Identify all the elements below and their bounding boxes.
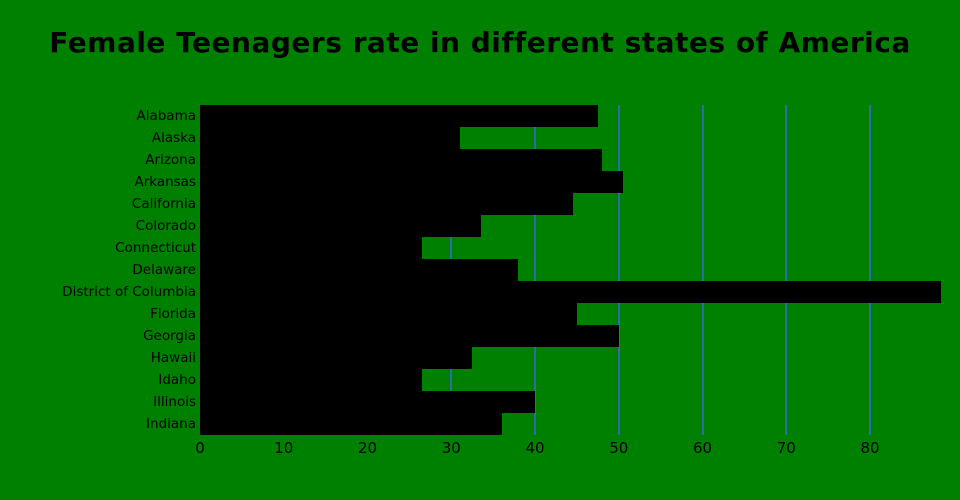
bar-hawaii: [200, 347, 473, 369]
y-tick-label: Alaska: [151, 130, 196, 146]
x-tick-label: 10: [274, 439, 294, 457]
bar-illinois: [200, 391, 535, 413]
y-tick-label: Delaware: [132, 262, 196, 278]
bar-district-of-columbia: [200, 281, 942, 303]
bar-california: [200, 193, 573, 215]
bar-connecticut: [200, 237, 422, 259]
bar-arizona: [200, 149, 602, 171]
x-tick-label: 30: [441, 439, 461, 457]
gridline: [617, 105, 620, 435]
x-tick-label: 50: [609, 439, 629, 457]
bar-florida: [200, 303, 577, 325]
y-tick-label: Georgia: [143, 328, 196, 344]
y-tick-label: Illinois: [153, 394, 196, 410]
y-tick-label: Connecticut: [115, 240, 196, 256]
y-tick-label: Colorado: [135, 218, 196, 234]
gridline: [534, 105, 536, 435]
y-tick-label: Idaho: [158, 372, 196, 388]
y-tick-label: Alabama: [136, 108, 196, 124]
y-tick-label: Arkansas: [134, 174, 196, 190]
bar-arkansas: [200, 171, 623, 193]
x-tick-label: 20: [357, 439, 378, 457]
y-tick-label: Hawaii: [150, 350, 196, 366]
x-tick-label: 0: [195, 439, 205, 457]
bar-alabama: [200, 105, 598, 127]
gridline: [869, 105, 871, 435]
bar-colorado: [200, 215, 481, 237]
bar-georgia: [200, 325, 619, 347]
y-tick-label: Indiana: [146, 416, 196, 432]
x-tick-label: 60: [692, 439, 713, 457]
y-tick-label: District of Columbia: [62, 284, 196, 300]
y-tick-label: Arizona: [145, 152, 196, 168]
y-tick-label: California: [131, 196, 196, 212]
bar-alaska: [200, 127, 460, 149]
gridline: [785, 105, 788, 435]
chart-title: Female Teenagers rate in different state…: [49, 26, 911, 59]
bar-idaho: [200, 369, 422, 391]
gridline: [701, 105, 704, 435]
y-tick-label: Florida: [150, 306, 196, 322]
x-tick-label: 80: [860, 439, 880, 457]
x-tick-label: 70: [776, 439, 796, 457]
x-tick-label: 40: [525, 439, 545, 457]
bar-indiana: [200, 413, 502, 435]
bar-delaware: [200, 259, 519, 281]
